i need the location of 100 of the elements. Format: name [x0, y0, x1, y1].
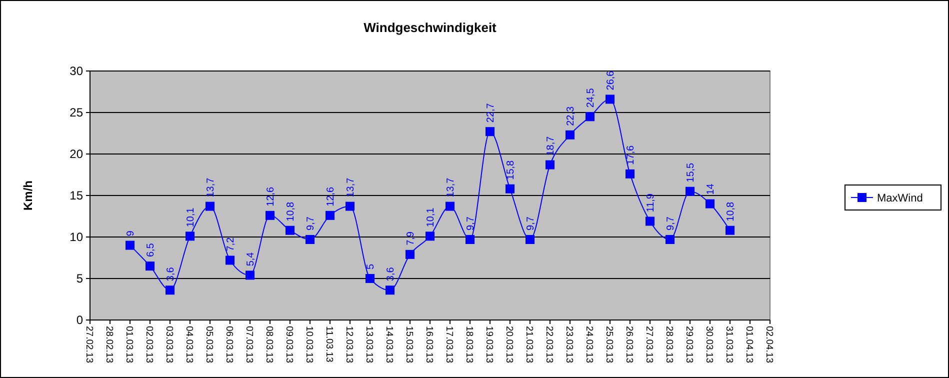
- data-label: 26,6: [606, 70, 616, 90]
- data-label: 10,8: [286, 201, 296, 222]
- y-tick-label: 0: [76, 313, 84, 328]
- x-tick-label: 24.03.13: [584, 326, 595, 363]
- x-tick-label: 19.03.13: [484, 326, 495, 363]
- chart-title: Windgeschwindigkeit: [364, 20, 498, 35]
- data-label: 3,6: [166, 266, 176, 282]
- data-label: 18,7: [546, 136, 556, 156]
- x-tick-label: 06.03.13: [224, 326, 235, 363]
- y-tick-label: 10: [70, 230, 84, 244]
- x-tick-label: 20.03.13: [504, 326, 515, 363]
- data-label: 15,5: [686, 162, 696, 182]
- data-label: 7,9: [406, 231, 416, 246]
- point: [526, 234, 534, 244]
- point: [586, 112, 594, 122]
- data-label: 9,7: [306, 216, 316, 230]
- x-tick-label: 31.03.13: [724, 326, 735, 363]
- data-label: 9,7: [466, 216, 476, 230]
- y-tick-label: 25: [70, 106, 84, 120]
- x-tick-label: 26.03.13: [624, 326, 635, 363]
- y-tick-label: 5: [76, 272, 84, 286]
- point: [666, 234, 674, 244]
- point: [546, 160, 554, 170]
- data-label: 6,5: [146, 242, 156, 258]
- point: [146, 262, 154, 271]
- legend-label: MaxWind: [877, 192, 923, 204]
- x-tick-label: 25.03.13: [604, 326, 615, 363]
- x-tick-label: 01.03.13: [124, 326, 135, 363]
- x-tick-label: 10.03.13: [304, 326, 315, 363]
- data-label: 13,7: [206, 177, 216, 198]
- point: [226, 256, 234, 265]
- data-label: 9,7: [526, 216, 536, 230]
- point: [466, 234, 474, 244]
- x-tick-label: 01.04.13: [744, 326, 755, 363]
- data-label: 11,9: [646, 193, 656, 212]
- x-tick-label: 21.03.13: [524, 326, 535, 363]
- point: [266, 210, 274, 220]
- x-tick-label: 15.03.13: [404, 326, 415, 363]
- x-tick-label: 16.03.13: [424, 326, 435, 363]
- x-tick-label: 29.03.13: [684, 326, 695, 363]
- x-tick-label: 03.03.13: [164, 326, 175, 363]
- point: [626, 169, 634, 178]
- x-tick-label: 18.03.13: [464, 326, 475, 363]
- point: [686, 186, 694, 196]
- data-label: 9,7: [666, 216, 676, 230]
- x-tick-label: 02.03.13: [144, 326, 155, 363]
- data-label: 12,6: [326, 186, 336, 206]
- x-tick-label: 28.03.13: [664, 326, 675, 363]
- x-tick-label: 23.03.13: [564, 326, 575, 363]
- data-label: 5: [366, 264, 376, 270]
- point: [166, 286, 174, 295]
- point: [486, 127, 494, 136]
- data-label: 22,3: [566, 106, 576, 126]
- point: [286, 226, 294, 235]
- y-tick-label: 30: [70, 64, 84, 78]
- x-tick-label: 09.03.13: [284, 326, 295, 363]
- x-tick-label: 13.03.13: [364, 326, 375, 363]
- x-tick-label: 02.04.13: [764, 326, 775, 363]
- point: [246, 270, 254, 280]
- data-label: 14: [706, 183, 716, 195]
- data-label: 15,8: [506, 160, 516, 180]
- x-tick-label: 04.03.13: [184, 326, 195, 363]
- data-label: 3,6: [386, 266, 396, 282]
- x-tick-label: 05.03.13: [204, 326, 215, 363]
- point: [446, 202, 454, 211]
- x-tick-label: 30.03.13: [704, 326, 715, 363]
- x-tick-label: 27.03.13: [644, 326, 655, 363]
- x-tick-label: 11.03.13: [324, 326, 335, 362]
- x-tick-label: 12.03.13: [344, 326, 355, 363]
- point: [606, 94, 614, 104]
- x-tick-label: 17.03.13: [444, 326, 455, 363]
- x-tick-label: 07.03.13: [244, 326, 255, 363]
- point: [306, 234, 314, 244]
- data-label: 10,8: [726, 201, 736, 222]
- x-tick-label: 28.02.13: [104, 326, 115, 363]
- y-tick-label: 20: [70, 147, 84, 162]
- x-tick-label: 14.03.13: [384, 326, 395, 363]
- data-label: 10,1: [186, 207, 196, 228]
- point: [126, 240, 134, 250]
- x-tick-label: 22.03.13: [544, 326, 555, 363]
- data-label: 10,1: [426, 207, 436, 228]
- point: [706, 199, 714, 208]
- data-label: 5,4: [246, 252, 256, 266]
- y-axis-title: Km/h: [21, 180, 35, 210]
- point: [366, 274, 374, 283]
- data-label: 12,6: [266, 186, 276, 206]
- point: [726, 226, 734, 235]
- data-label: 17,6: [626, 145, 636, 165]
- x-tick-label: 27.02.13: [84, 326, 95, 363]
- data-label: 7,2: [226, 236, 236, 252]
- data-label: 22,7: [486, 102, 496, 123]
- point: [206, 202, 214, 211]
- point: [326, 210, 334, 220]
- data-label: 24,5: [586, 88, 596, 108]
- point: [386, 286, 394, 295]
- point: [506, 184, 514, 194]
- point: [566, 130, 574, 140]
- point: [346, 202, 354, 211]
- point: [406, 250, 414, 259]
- x-tick-label: 08.03.13: [264, 326, 275, 363]
